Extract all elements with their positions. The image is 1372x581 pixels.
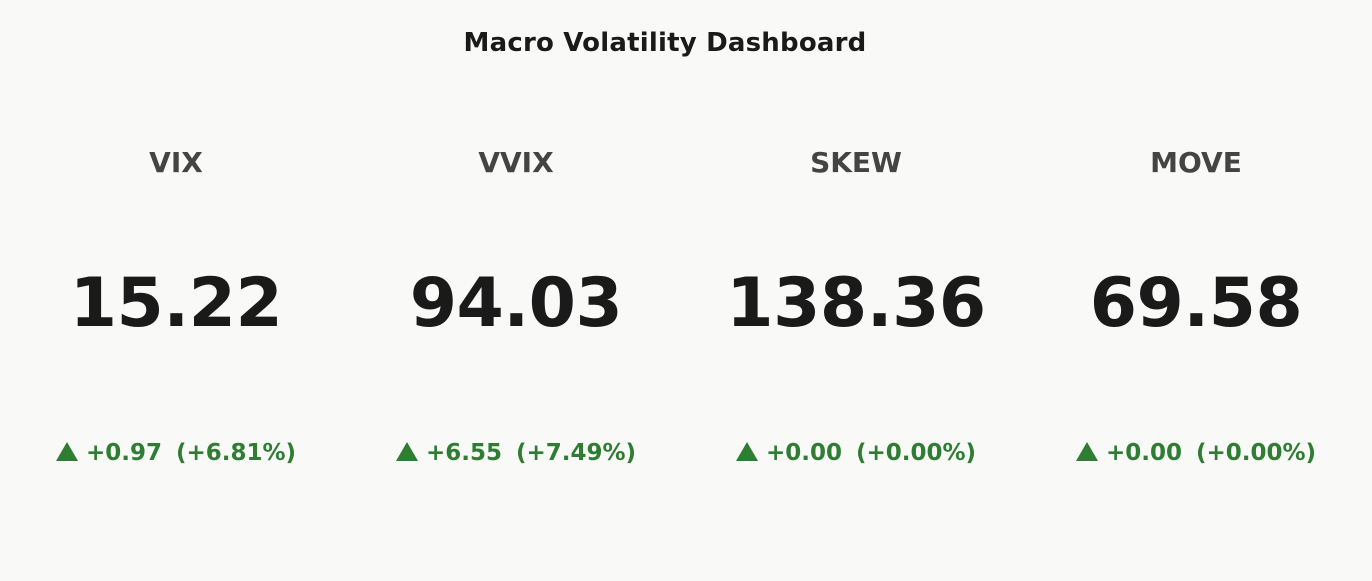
- card-vix: VIX 15.22 +0.97 (+6.81%): [6, 0, 346, 581]
- index-value: 69.58: [1089, 264, 1303, 343]
- index-value: 94.03: [409, 264, 623, 343]
- change-abs: +0.00: [765, 440, 842, 466]
- index-value: 138.36: [726, 264, 986, 343]
- index-label: VVIX: [478, 146, 554, 179]
- index-label: SKEW: [810, 146, 902, 179]
- index-label: MOVE: [1150, 146, 1242, 179]
- up-triangle-icon: [395, 442, 418, 461]
- up-triangle-icon: [735, 442, 758, 461]
- index-change: +6.55 (+7.49%): [346, 440, 686, 466]
- change-pct: (+0.00%): [1195, 440, 1317, 466]
- card-vvix: VVIX 94.03 +6.55 (+7.49%): [346, 0, 686, 581]
- change-abs: +0.00: [1105, 440, 1182, 466]
- change-abs: +0.97: [85, 440, 162, 466]
- index-value: 15.22: [69, 264, 283, 343]
- up-triangle-icon: [55, 442, 78, 461]
- change-pct: (+0.00%): [855, 440, 977, 466]
- index-change: +0.00 (+0.00%): [1026, 440, 1366, 466]
- change-pct: (+6.81%): [175, 440, 297, 466]
- up-triangle-icon: [1075, 442, 1098, 461]
- index-label: VIX: [149, 146, 203, 179]
- index-change: +0.00 (+0.00%): [686, 440, 1026, 466]
- card-skew: SKEW 138.36 +0.00 (+0.00%): [686, 0, 1026, 581]
- dashboard-title: Macro Volatility Dashboard: [463, 28, 867, 58]
- change-pct: (+7.49%): [515, 440, 637, 466]
- index-change: +0.97 (+6.81%): [6, 440, 346, 466]
- card-move: MOVE 69.58 +0.00 (+0.00%): [1026, 0, 1366, 581]
- change-abs: +6.55: [425, 440, 502, 466]
